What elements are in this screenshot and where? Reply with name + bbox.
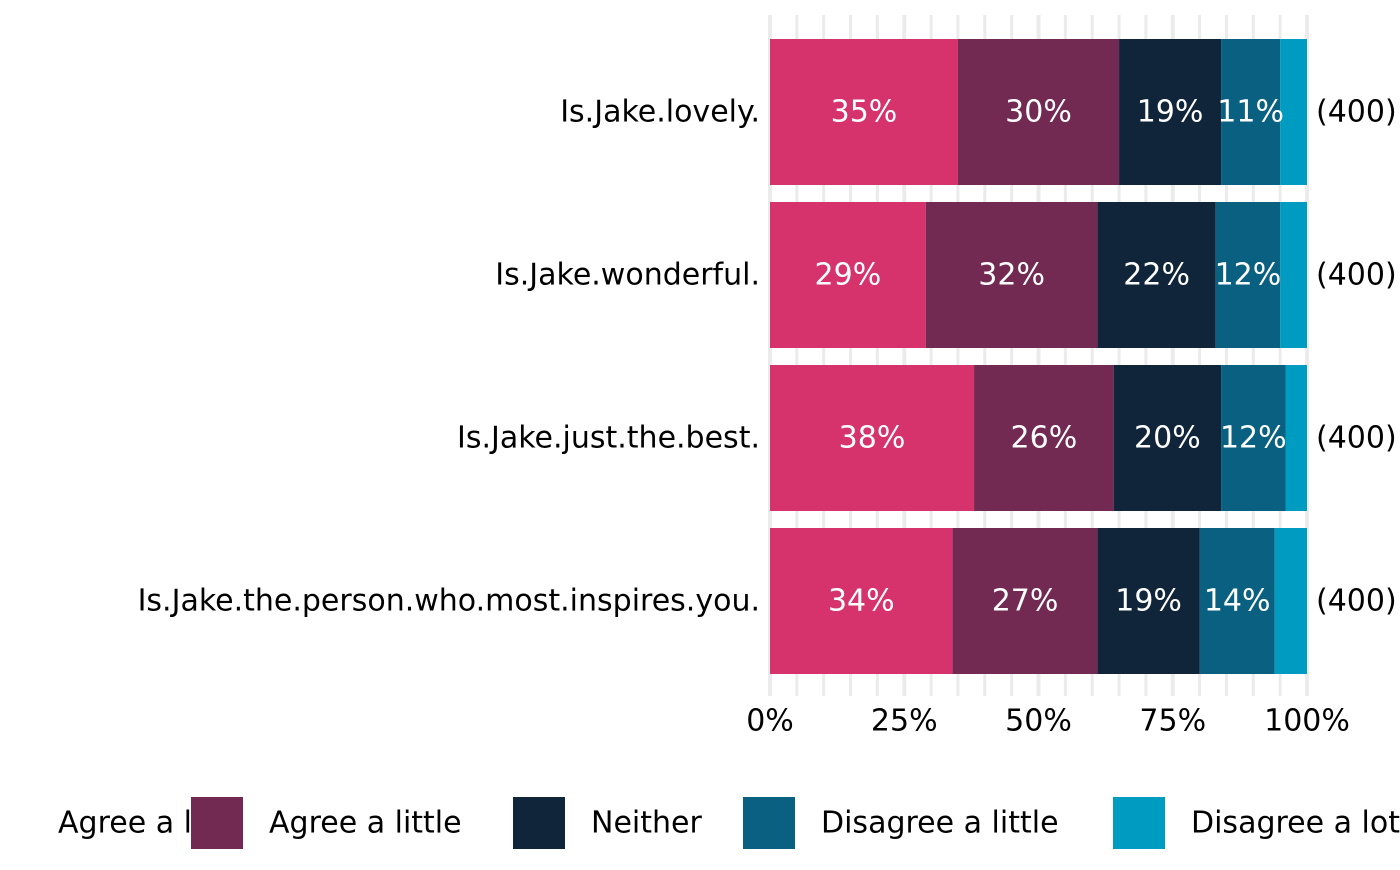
x-tick-label: 50%: [1005, 704, 1072, 739]
count-label: (400): [1316, 584, 1397, 619]
category-label: Is.Jake.lovely.: [560, 95, 760, 130]
bar-segment: [1097, 202, 1216, 348]
data-label: 20%: [1134, 421, 1201, 456]
bar-segment: [770, 39, 958, 185]
data-label: 12%: [1215, 258, 1282, 293]
data-label: 11%: [1217, 95, 1284, 130]
bar-segment: [1221, 39, 1281, 185]
count-label: (400): [1316, 258, 1397, 293]
data-label: 34%: [828, 584, 895, 619]
category-label: Is.Jake.just.the.best.: [457, 421, 760, 456]
legend-label: Neither: [591, 806, 702, 841]
bar-segment: [1274, 528, 1307, 674]
data-label: 32%: [978, 258, 1045, 293]
bar-segment: [770, 202, 926, 348]
bar-segment: [770, 528, 953, 674]
count-label: (400): [1316, 95, 1397, 130]
bar-segment: [957, 39, 1120, 185]
count-labels: (400) (400) (400) (400): [1316, 95, 1397, 619]
bar-segment: [1280, 39, 1307, 185]
legend-label: Disagree a lot: [1191, 806, 1400, 841]
bar-segment: [925, 202, 1098, 348]
legend-swatch: [1113, 797, 1165, 849]
bar-segment: [1199, 528, 1275, 674]
bar-segment: [770, 365, 975, 511]
legend-swatch: [513, 797, 565, 849]
legend: Agree a lot Agree a little Neither Disagree…: [58, 797, 1400, 849]
data-label: 29%: [815, 258, 882, 293]
legend-label: Disagree a little: [821, 806, 1059, 841]
category-label: Is.Jake.the.person.who.most.inspires.you…: [138, 584, 760, 619]
data-label: 38%: [839, 421, 906, 456]
data-label: 19%: [1137, 95, 1204, 130]
x-tick-label: 100%: [1264, 704, 1350, 739]
data-label: 27%: [992, 584, 1059, 619]
category-labels: Is.Jake.lovely. Is.Jake.wonderful. Is.Jake…: [138, 95, 760, 619]
data-label: 12%: [1220, 421, 1287, 456]
bar-segment: [1113, 365, 1222, 511]
x-tick-label: 25%: [871, 704, 938, 739]
x-tick-label: 75%: [1139, 704, 1206, 739]
category-label: Is.Jake.wonderful.: [495, 258, 760, 293]
data-labels: 35% 30% 19% 11% 29% 32% 22% 12% 38% 26% 20% 12% 34% 2…: [815, 95, 1287, 619]
data-label: 35%: [831, 95, 898, 130]
data-label: 14%: [1204, 584, 1271, 619]
data-label: 22%: [1123, 258, 1190, 293]
bars: [770, 39, 1307, 674]
bar-segment: [1221, 365, 1286, 511]
x-tick-label: 0%: [746, 704, 794, 739]
bar-segment: [1215, 202, 1281, 348]
legend-label: Agree a little: [269, 806, 462, 841]
data-label: 26%: [1011, 421, 1078, 456]
bar-segment: [1285, 365, 1307, 511]
legend-swatch: [191, 797, 243, 849]
x-axis: 0% 25% 50% 75% 100%: [746, 704, 1350, 739]
bar-segment: [952, 528, 1098, 674]
data-label: 19%: [1115, 584, 1182, 619]
bar-segment: [974, 365, 1114, 511]
count-label: (400): [1316, 421, 1397, 456]
bar-segment: [1097, 528, 1200, 674]
bar-segment: [1119, 39, 1222, 185]
data-label: 30%: [1005, 95, 1072, 130]
legend-swatch: [743, 797, 795, 849]
bar-segment: [1280, 202, 1307, 348]
